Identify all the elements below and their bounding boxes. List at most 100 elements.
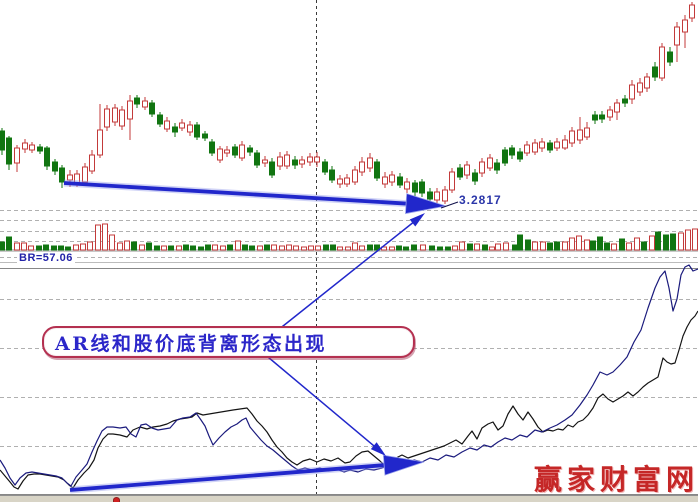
volume-bar [168, 245, 174, 251]
volume-bar [337, 246, 343, 251]
volume-bar [429, 245, 435, 251]
candle-body [367, 157, 373, 169]
volume-bar [396, 245, 402, 251]
candle-body [569, 130, 575, 144]
callout-to-indicator-arrow-head [370, 442, 386, 456]
candle-body [172, 126, 178, 133]
price-low-arrow [63, 181, 419, 207]
volume-bar [584, 239, 590, 251]
br-indicator-value: BR=57.06 [17, 252, 75, 264]
candle-body [224, 149, 230, 154]
volume-bar [517, 234, 523, 251]
volume-bar [611, 243, 617, 251]
candle-body [382, 176, 388, 185]
volume-bar [0, 241, 5, 251]
volume-bar [554, 241, 560, 251]
candle-body [539, 141, 545, 149]
volume-bar [626, 242, 632, 251]
volume-bar [597, 236, 603, 251]
volume-bar [87, 241, 93, 251]
candle-body [472, 172, 478, 182]
candle-body [637, 82, 643, 93]
volume-bar [102, 223, 108, 251]
volume-bar [6, 236, 12, 251]
price-tag-pointer [440, 201, 459, 209]
candle-body [509, 147, 515, 156]
candle-body [502, 149, 508, 164]
candle-body [112, 107, 118, 123]
candle-body [577, 129, 583, 141]
volume-bar [495, 243, 501, 251]
volume-bar [235, 240, 241, 251]
volume-bar [205, 244, 211, 251]
candle-body [119, 109, 125, 127]
candle-body [427, 191, 433, 200]
candle-body [292, 159, 298, 166]
volume-bar [227, 244, 233, 251]
status-bar [0, 495, 698, 502]
candle-body [554, 141, 560, 149]
candle-body [629, 84, 635, 100]
volume-bar [124, 240, 130, 251]
volume-bar [619, 238, 625, 251]
volume-bar [367, 244, 373, 251]
candle-body [37, 146, 43, 152]
candle-body [104, 108, 110, 128]
candle-body [0, 130, 5, 151]
volume-bar [161, 245, 167, 251]
volume-bar [678, 232, 684, 251]
candle-body [247, 147, 253, 153]
candle-body [322, 161, 328, 173]
volume-bar [257, 245, 263, 251]
volume-bar [403, 246, 409, 251]
candle-body [277, 156, 283, 167]
volume-bar [489, 246, 495, 251]
candle-body [254, 152, 260, 166]
candle-body [134, 97, 140, 105]
volume-bar [212, 244, 218, 251]
volume-bar [540, 241, 546, 251]
candle-body [457, 167, 463, 178]
volume-bar [323, 244, 329, 251]
candle-body [389, 174, 395, 183]
volume-bar [547, 242, 553, 251]
status-alarm-icon [113, 497, 120, 502]
candle-body [584, 127, 590, 138]
candle-body [179, 122, 185, 129]
volume-bar [503, 242, 509, 251]
volume-bar [420, 244, 426, 251]
candle-body [622, 98, 628, 104]
volume-bar [525, 239, 531, 251]
volume-bar [467, 243, 473, 251]
callout-to-price-arrow-head [409, 213, 425, 227]
volume-bar [176, 245, 182, 251]
volume-bar [389, 246, 395, 251]
candle-body [209, 141, 215, 154]
volume-bar [411, 244, 417, 251]
candle-body [29, 144, 35, 151]
volume-bar [345, 246, 351, 251]
candle-body [652, 66, 658, 78]
volume-bar [109, 234, 115, 251]
volume-bar [459, 241, 465, 251]
volume-bar [271, 244, 277, 251]
volume-bar [58, 245, 64, 251]
candle-body [67, 174, 73, 181]
candle-body [352, 169, 358, 183]
candle-body [97, 129, 103, 156]
volume-bar [286, 244, 292, 251]
candle-body [562, 139, 568, 149]
pane-splitter[interactable] [0, 261, 698, 270]
candle-body [6, 137, 12, 165]
volume-bar [562, 241, 568, 251]
volume-bar [183, 244, 189, 251]
candle-body [607, 109, 613, 118]
volume-bar [279, 245, 285, 251]
volume-bar [512, 244, 518, 251]
volume-bar [220, 245, 226, 251]
callout-to-indicator-arrow [261, 351, 378, 450]
candle-body [524, 144, 530, 154]
volume-bar [293, 245, 299, 251]
candle-body [682, 19, 688, 33]
